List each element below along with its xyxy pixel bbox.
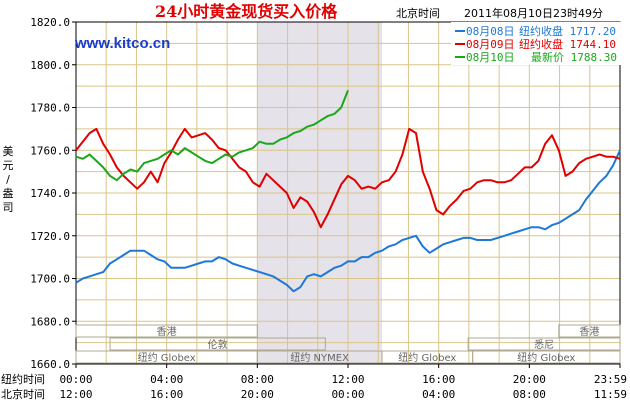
- series-line-0: [75, 149, 621, 293]
- y-axis-label-char: 司: [3, 201, 14, 214]
- legend: 08月08日 纽约收盘 1717.20 08月09日 纽约收盘 1744.10 …: [451, 22, 621, 65]
- market-session-label: 纽约 Globex: [398, 351, 456, 364]
- x-tick-label-bj: 20:00: [241, 388, 274, 400]
- market-session-label: 香港: [579, 326, 599, 338]
- y-axis-ticks: 1660.0 1680.0 1700.0 1720.0 1740.0 1760.0 1780…: [30, 16, 76, 371]
- y-axis-label-char: 盎: [3, 186, 14, 200]
- x-tick-label-bj: 12:00: [59, 388, 92, 400]
- market-session-label: 纽约 Globex: [138, 351, 196, 364]
- watermark: www.kitco.cn: [74, 35, 170, 52]
- legend-series-value: 纽约收盘 1717.20: [519, 24, 616, 38]
- x-tick-label-bj: 11:59: [594, 388, 627, 400]
- legend-series-value: 纽约收盘 1744.10: [519, 37, 616, 51]
- x-tick-label-ny: 00:00: [59, 373, 92, 386]
- timestamp: 2011年08月10日23时49分: [464, 6, 603, 20]
- legend-series-name: 08月08日: [466, 25, 515, 38]
- market-session-label: 纽约 Globex: [517, 351, 575, 364]
- y-tick-label: 1660.0: [30, 358, 70, 371]
- market-session-label: 纽约 NYMEX: [290, 351, 349, 364]
- market-session-box: [467, 337, 621, 351]
- legend-box: [451, 22, 621, 65]
- y-tick-label: 1740.0: [30, 187, 70, 200]
- bj-time-row-label: 北京时间: [1, 387, 45, 400]
- ny-time-row-label: 纽约时间: [1, 372, 45, 386]
- market-session-label: 悉尼: [534, 339, 554, 351]
- x-tick-label-bj: 04:00: [422, 388, 455, 400]
- market-session-box: [109, 337, 326, 351]
- timezone-label: 北京时间: [396, 6, 440, 20]
- legend-series-value: 最新价 1788.30: [531, 50, 617, 64]
- y-axis-label: 美元/盎司: [3, 145, 14, 214]
- legend-series-name: 08月10日: [466, 51, 515, 64]
- y-axis-label-char: /: [6, 173, 10, 186]
- market-session-label: 香港: [157, 326, 177, 338]
- x-tick-label-ny: 23:59: [594, 373, 627, 386]
- y-axis-label-char: 美: [3, 145, 14, 158]
- series-line-1: [75, 127, 621, 229]
- market-session-box: [75, 324, 258, 338]
- y-tick-label: 1720.0: [30, 230, 70, 243]
- x-tick-label-bj: 00:00: [331, 388, 364, 400]
- x-tick-label-bj: 08:00: [513, 388, 546, 400]
- y-tick-label: 1680.0: [30, 315, 70, 328]
- y-tick-label: 1760.0: [30, 144, 70, 157]
- x-tick-label-ny: 16:00: [422, 373, 455, 386]
- y-axis-label-char: 元: [3, 159, 14, 172]
- y-tick-label: 1700.0: [30, 273, 70, 286]
- market-session-label: 伦敦: [208, 338, 228, 351]
- x-tick-label-ny: 20:00: [513, 373, 546, 386]
- market-session-box: [558, 324, 621, 338]
- y-tick-label: 1820.0: [30, 16, 70, 29]
- y-tick-label: 1780.0: [30, 102, 70, 115]
- x-tick-label-ny: 04:00: [150, 373, 183, 386]
- y-tick-label: 1800.0: [30, 59, 70, 72]
- legend-series-name: 08月09日: [466, 38, 515, 51]
- series-line-2: [75, 90, 349, 182]
- x-axis-ticks: 00:00 12:00 04:00 16:00 08:00 20:00 12:00 00:00…: [59, 364, 627, 400]
- x-tick-label-ny: 12:00: [331, 373, 364, 386]
- price-series: [75, 90, 621, 293]
- chart-title: 24小时黄金现货买入价格: [155, 2, 338, 21]
- x-tick-label-ny: 08:00: [241, 373, 274, 386]
- x-tick-label-bj: 16:00: [150, 388, 183, 400]
- market-session-box: [472, 350, 621, 364]
